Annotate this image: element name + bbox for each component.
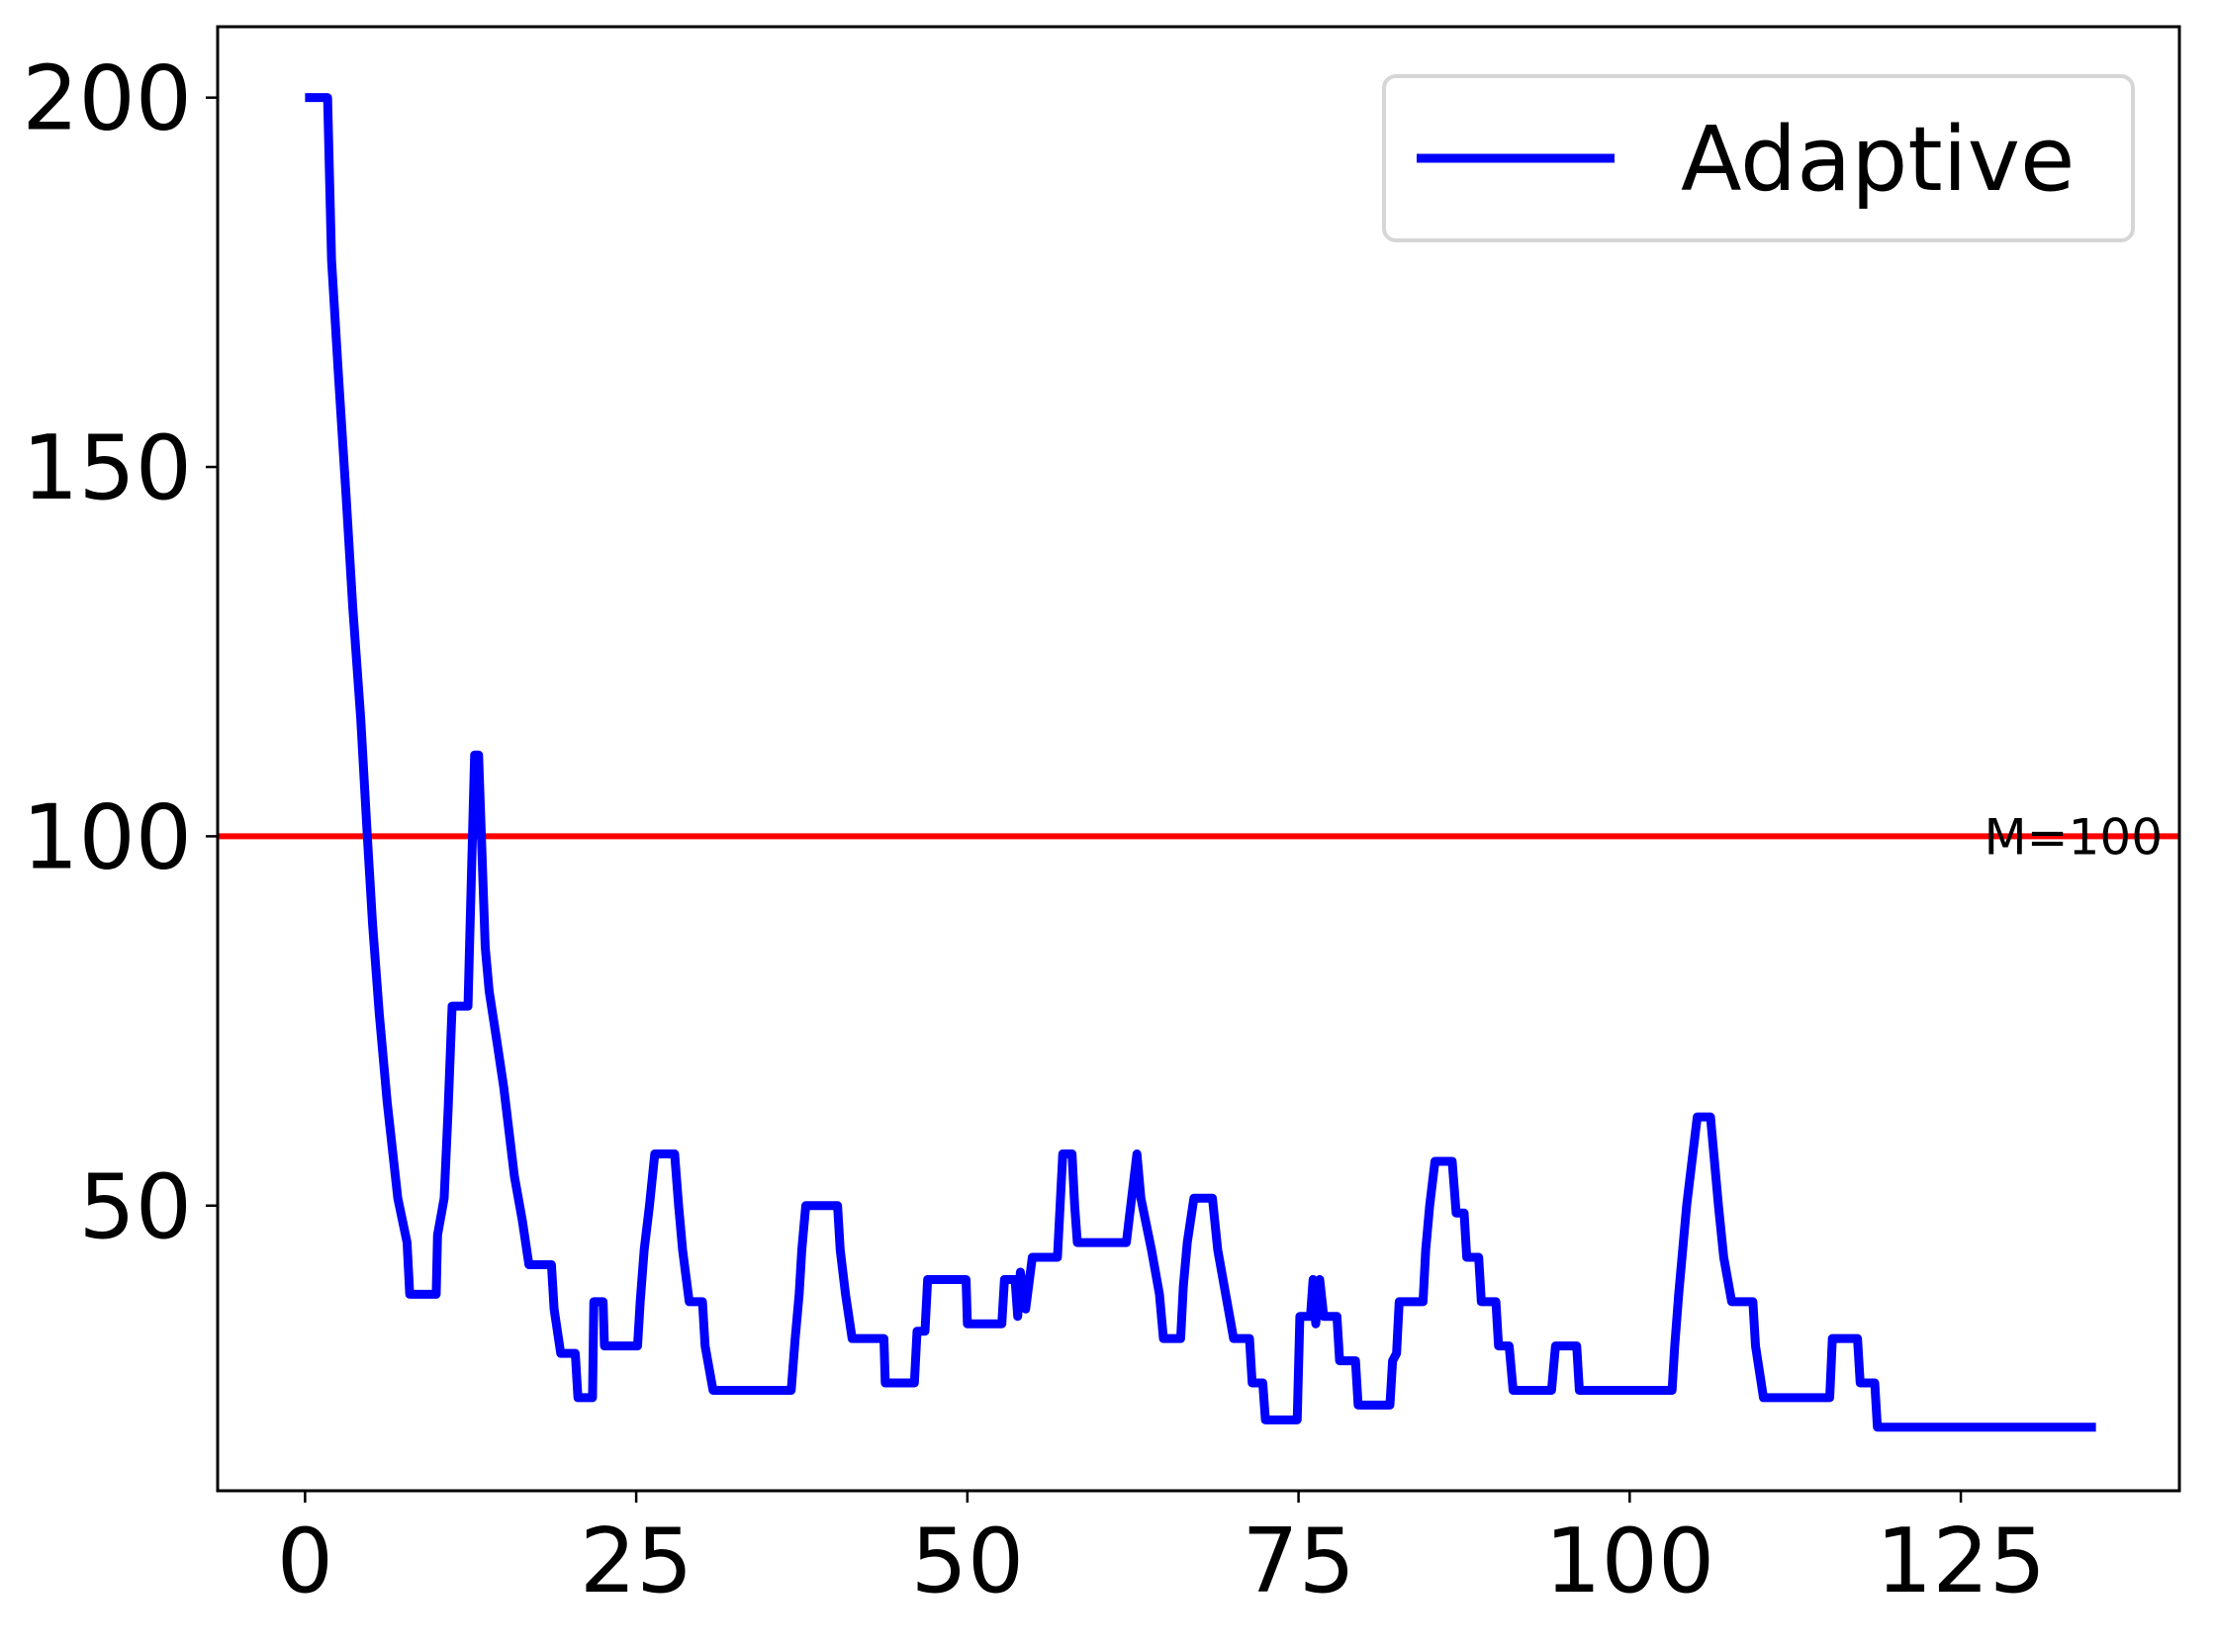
- reference-label: M=100: [1985, 808, 2163, 866]
- x-tick-label: 25: [580, 1510, 693, 1613]
- plot-frame: [216, 25, 2181, 1493]
- y-tick-label: 200: [22, 47, 192, 151]
- legend-box: [1382, 74, 2135, 242]
- y-tick-label: 50: [78, 1155, 192, 1259]
- legend-label: Adaptive: [1681, 108, 2075, 212]
- x-tick-label: 75: [1242, 1510, 1355, 1613]
- x-tick-label: 0: [277, 1510, 333, 1613]
- x-tick-label: 100: [1544, 1510, 1714, 1613]
- x-tick-label: 125: [1876, 1510, 2046, 1613]
- y-tick-label: 100: [22, 785, 192, 889]
- y-tick-label: 150: [22, 416, 192, 520]
- x-tick-label: 50: [911, 1510, 1025, 1613]
- data-line: [305, 93, 2096, 1432]
